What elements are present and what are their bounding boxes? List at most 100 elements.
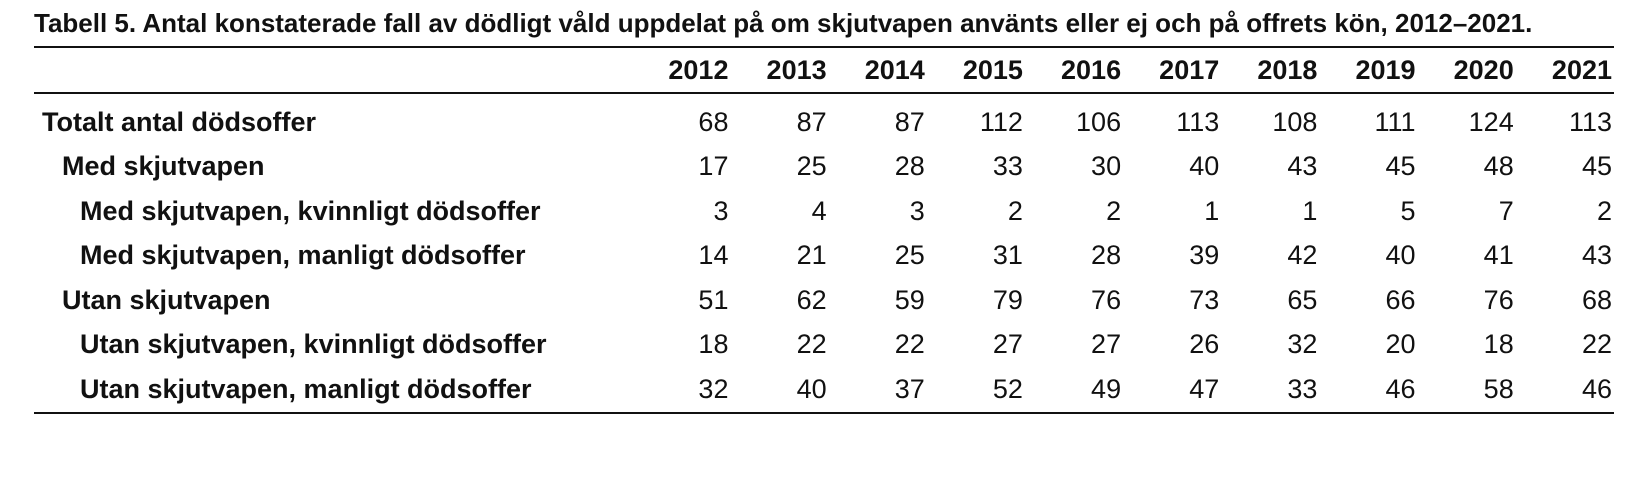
header-row: 2012 2013 2014 2015 2016 2017 2018 2019 … bbox=[34, 47, 1614, 93]
row-label: Utan skjutvapen bbox=[62, 284, 271, 315]
table-cell: 3 bbox=[909, 195, 925, 226]
table-cell: 58 bbox=[1483, 373, 1514, 404]
table-cell: 68 bbox=[1581, 284, 1612, 315]
table-cell: 52 bbox=[992, 373, 1023, 404]
table-cell: 113 bbox=[1568, 106, 1612, 137]
table-cell: 112 bbox=[979, 106, 1023, 137]
table-cell: 32 bbox=[698, 373, 729, 404]
table-cell: 113 bbox=[1176, 106, 1220, 137]
table-cell: 31 bbox=[992, 240, 1023, 271]
table-cell: 18 bbox=[1483, 329, 1514, 360]
row-label: Med skjutvapen bbox=[62, 151, 265, 182]
table-cell: 17 bbox=[698, 151, 729, 182]
table-cell: 76 bbox=[1091, 284, 1122, 315]
table-cell: 20 bbox=[1385, 329, 1416, 360]
table-cell: 25 bbox=[796, 151, 827, 182]
table-cell: 124 bbox=[1468, 106, 1514, 137]
table-cell: 79 bbox=[992, 284, 1023, 315]
table-cell: 40 bbox=[796, 373, 827, 404]
table-cell: 40 bbox=[1385, 240, 1416, 271]
header-year: 2018 bbox=[1257, 54, 1318, 85]
table-cell: 2 bbox=[1596, 195, 1612, 226]
table-cell: 25 bbox=[894, 240, 925, 271]
table-caption: Tabell 5. Antal konstaterade fall av död… bbox=[34, 8, 1533, 38]
table-cell: 42 bbox=[1287, 240, 1318, 271]
table-cell: 48 bbox=[1483, 151, 1514, 182]
table-cell: 76 bbox=[1483, 284, 1514, 315]
table-cell: 41 bbox=[1483, 240, 1514, 271]
table-cell: 47 bbox=[1189, 373, 1220, 404]
document-page: Tabell 5. Antal konstaterade fall av död… bbox=[34, 0, 1614, 414]
table-cell: 26 bbox=[1189, 329, 1220, 360]
table-cell: 45 bbox=[1385, 151, 1416, 182]
table-cell: 32 bbox=[1287, 329, 1318, 360]
header-year: 2019 bbox=[1355, 54, 1416, 85]
table-cell: 62 bbox=[796, 284, 827, 315]
table-cell: 7 bbox=[1498, 195, 1514, 226]
header-year: 2016 bbox=[1061, 54, 1122, 85]
table-cell: 22 bbox=[796, 329, 827, 360]
table-cell: 73 bbox=[1189, 284, 1220, 315]
row-label: Med skjutvapen, manligt dödsoffer bbox=[80, 240, 526, 271]
table-cell: 4 bbox=[811, 195, 827, 226]
table-cell: 111 bbox=[1374, 106, 1416, 137]
header-year: 2012 bbox=[668, 54, 729, 85]
table-row: Med skjutvapen, manligt dödsoffer 14 21 25 3… bbox=[34, 234, 1614, 279]
header-stub bbox=[34, 47, 632, 93]
header-year: 2014 bbox=[864, 54, 925, 85]
table-cell: 66 bbox=[1385, 284, 1416, 315]
table-cell: 46 bbox=[1581, 373, 1612, 404]
table-cell: 49 bbox=[1091, 373, 1122, 404]
table-cell: 2 bbox=[1007, 195, 1023, 226]
table-cell: 87 bbox=[796, 106, 827, 137]
table-cell: 14 bbox=[698, 240, 729, 271]
table-cell: 39 bbox=[1189, 240, 1220, 271]
table-cell: 33 bbox=[992, 151, 1023, 182]
table-cell: 30 bbox=[1091, 151, 1122, 182]
table-cell: 87 bbox=[894, 106, 925, 137]
table-row: Med skjutvapen 17 25 28 33 30 40 43 45 48 45 bbox=[34, 145, 1614, 190]
table-row: Utan skjutvapen 51 62 59 79 76 73 65 66 76 68 bbox=[34, 278, 1614, 323]
table-cell: 27 bbox=[1091, 329, 1122, 360]
table-row: Utan skjutvapen, manligt dödsoffer 32 40 37… bbox=[34, 367, 1614, 413]
row-label: Med skjutvapen, kvinnligt dödsoffer bbox=[80, 195, 541, 226]
table-cell: 65 bbox=[1287, 284, 1318, 315]
table-cell: 108 bbox=[1272, 106, 1318, 137]
table-cell: 37 bbox=[894, 373, 925, 404]
table-cell: 1 bbox=[1204, 195, 1220, 226]
table-cell: 43 bbox=[1581, 240, 1612, 271]
row-label: Totalt antal dödsoffer bbox=[42, 106, 316, 137]
table-cell: 43 bbox=[1287, 151, 1318, 182]
table-cell: 33 bbox=[1287, 373, 1318, 404]
header-year: 2020 bbox=[1453, 54, 1514, 85]
table-cell: 59 bbox=[894, 284, 925, 315]
table-cell: 28 bbox=[894, 151, 925, 182]
row-label: Utan skjutvapen, manligt dödsoffer bbox=[80, 373, 532, 404]
table-row: Med skjutvapen, kvinnligt dödsoffer 3 4 3 2 2… bbox=[34, 189, 1614, 234]
header-year: 2017 bbox=[1159, 54, 1220, 85]
table-cell: 18 bbox=[698, 329, 729, 360]
table-cell: 51 bbox=[698, 284, 729, 315]
table-body: Totalt antal dödsoffer 68 87 87 112 106 113 108… bbox=[34, 93, 1614, 413]
table-cell: 68 bbox=[698, 106, 729, 137]
table-cell: 40 bbox=[1189, 151, 1220, 182]
table-cell: 22 bbox=[1581, 329, 1612, 360]
table-cell: 106 bbox=[1076, 106, 1122, 137]
table-cell: 27 bbox=[992, 329, 1023, 360]
data-table: 2012 2013 2014 2015 2016 2017 2018 2019 … bbox=[34, 46, 1614, 414]
row-label: Utan skjutvapen, kvinnligt dödsoffer bbox=[80, 329, 547, 360]
table-row: Utan skjutvapen, kvinnligt dödsoffer 18 22… bbox=[34, 323, 1614, 368]
table-row: Totalt antal dödsoffer 68 87 87 112 106 113 108… bbox=[34, 93, 1614, 145]
table-cell: 5 bbox=[1400, 195, 1416, 226]
table-cell: 46 bbox=[1385, 373, 1416, 404]
header-year: 2015 bbox=[962, 54, 1023, 85]
table-cell: 2 bbox=[1106, 195, 1122, 226]
table-cell: 3 bbox=[713, 195, 729, 226]
header-year: 2013 bbox=[766, 54, 827, 85]
table-cell: 28 bbox=[1091, 240, 1122, 271]
table-cell: 21 bbox=[796, 240, 827, 271]
table-cell: 45 bbox=[1581, 151, 1612, 182]
table-cell: 1 bbox=[1302, 195, 1318, 226]
header-year: 2021 bbox=[1551, 54, 1612, 85]
table-cell: 22 bbox=[894, 329, 925, 360]
